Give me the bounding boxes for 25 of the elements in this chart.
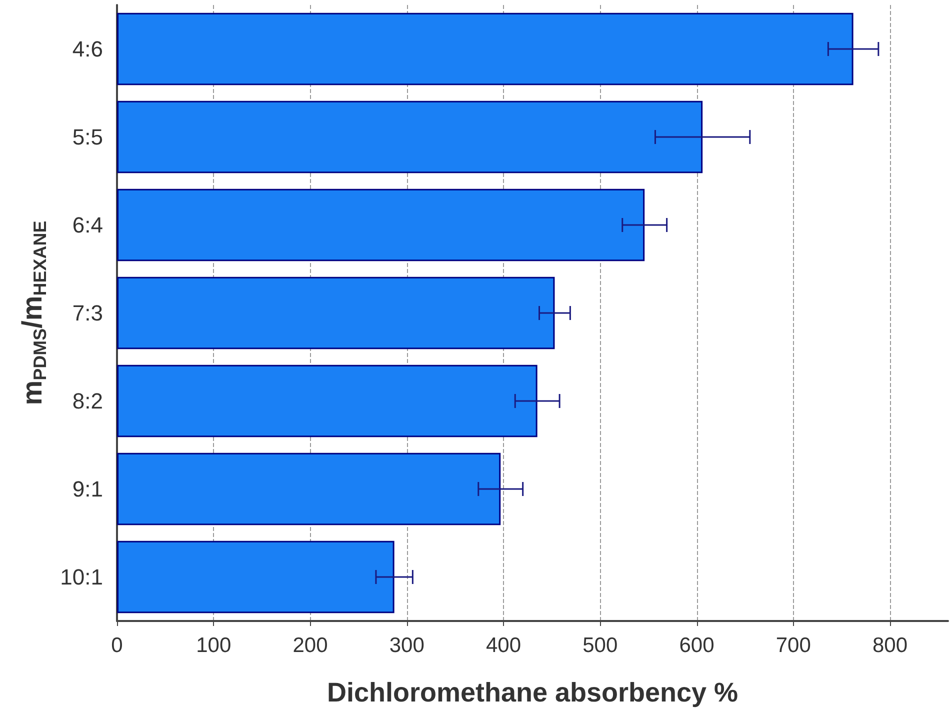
bar [117, 540, 394, 614]
bar [117, 100, 703, 174]
x-tick-label: 800 [872, 634, 908, 657]
x-tick-label: 400 [486, 634, 522, 657]
x-tick-label: 700 [776, 634, 811, 657]
x-tick-label: 600 [679, 634, 714, 657]
x-tick-label: 200 [292, 634, 328, 657]
y-tick-label: 10:1 [60, 564, 103, 590]
y-tick-label: 4:6 [72, 36, 103, 62]
y-tick-label: 7:3 [72, 300, 103, 326]
y-tick-label: 9:1 [72, 476, 103, 502]
x-axis-title: Dichloromethane absorbency % [326, 678, 738, 708]
y-tick-label: 5:5 [72, 124, 103, 150]
y-tick-label: 8:2 [72, 388, 103, 414]
bar [117, 188, 645, 262]
x-tick-label: 300 [389, 634, 424, 657]
bar [117, 12, 854, 86]
bar [117, 364, 538, 438]
bar [117, 276, 555, 350]
bar [117, 452, 501, 526]
x-tick-label: 0 [111, 634, 123, 657]
y-axis-title: mPDMS/mHEXANE [16, 220, 50, 406]
x-tick-label: 500 [582, 634, 618, 657]
x-tick-label: 100 [196, 634, 232, 657]
y-tick-label: 6:4 [72, 212, 103, 238]
